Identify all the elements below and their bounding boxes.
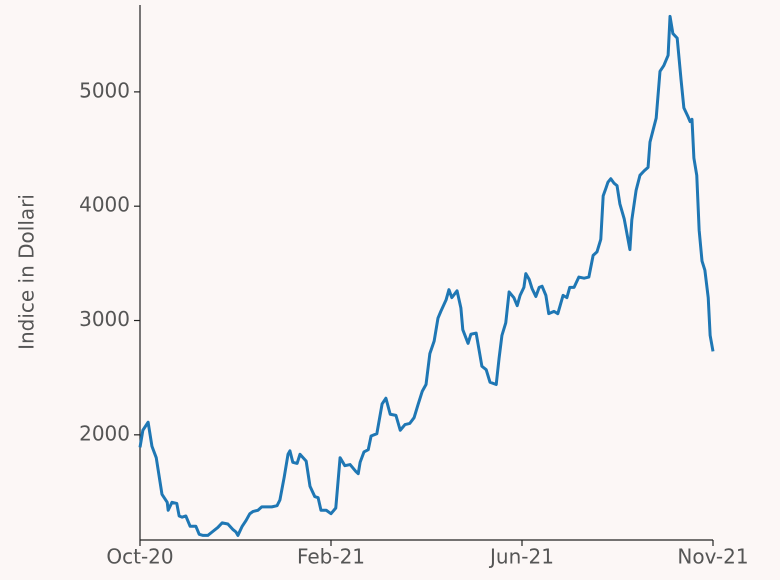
x-tick-label: Jun-21 — [488, 545, 554, 569]
y-tick-label: 2000 — [79, 421, 130, 445]
y-tick-label: 3000 — [79, 307, 130, 331]
x-tick-label: Feb-21 — [297, 545, 365, 569]
y-tick-label: 5000 — [79, 78, 130, 102]
y-axis-label: Indice in Dollari — [15, 194, 39, 350]
x-tick-label: Oct-20 — [106, 545, 173, 569]
y-tick-label: 4000 — [79, 193, 130, 217]
x-tick-label: Nov-21 — [677, 545, 748, 569]
line — [138, 14, 715, 537]
